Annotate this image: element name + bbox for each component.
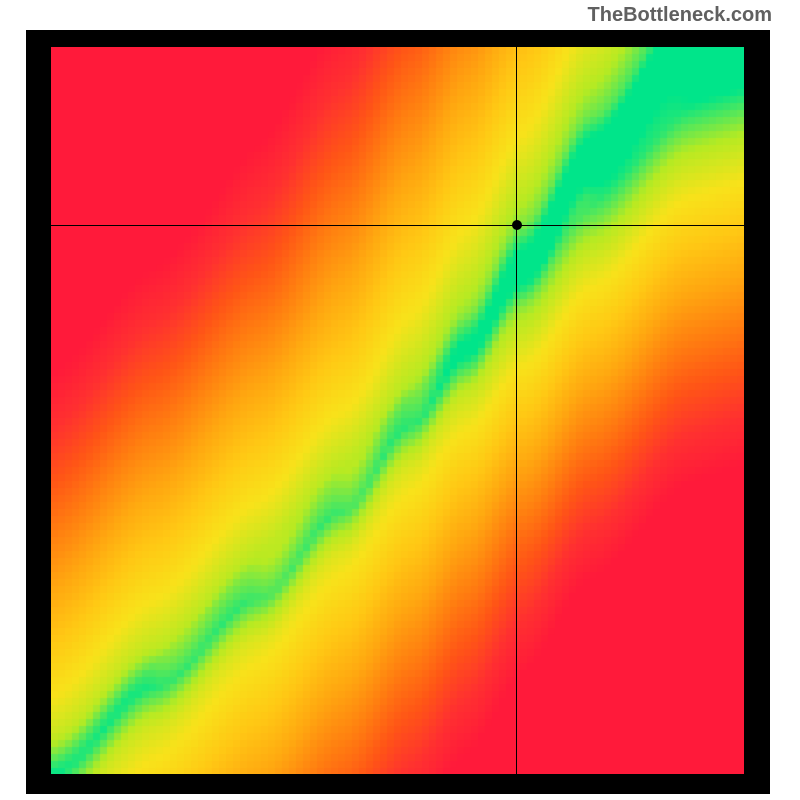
crosshair-horizontal bbox=[51, 225, 744, 226]
crosshair-marker bbox=[512, 220, 522, 230]
crosshair-vertical bbox=[516, 47, 517, 774]
watermark-text: TheBottleneck.com bbox=[588, 4, 772, 27]
chart-frame bbox=[26, 30, 770, 794]
heatmap-canvas bbox=[51, 47, 744, 774]
chart-plot-area bbox=[51, 47, 744, 774]
